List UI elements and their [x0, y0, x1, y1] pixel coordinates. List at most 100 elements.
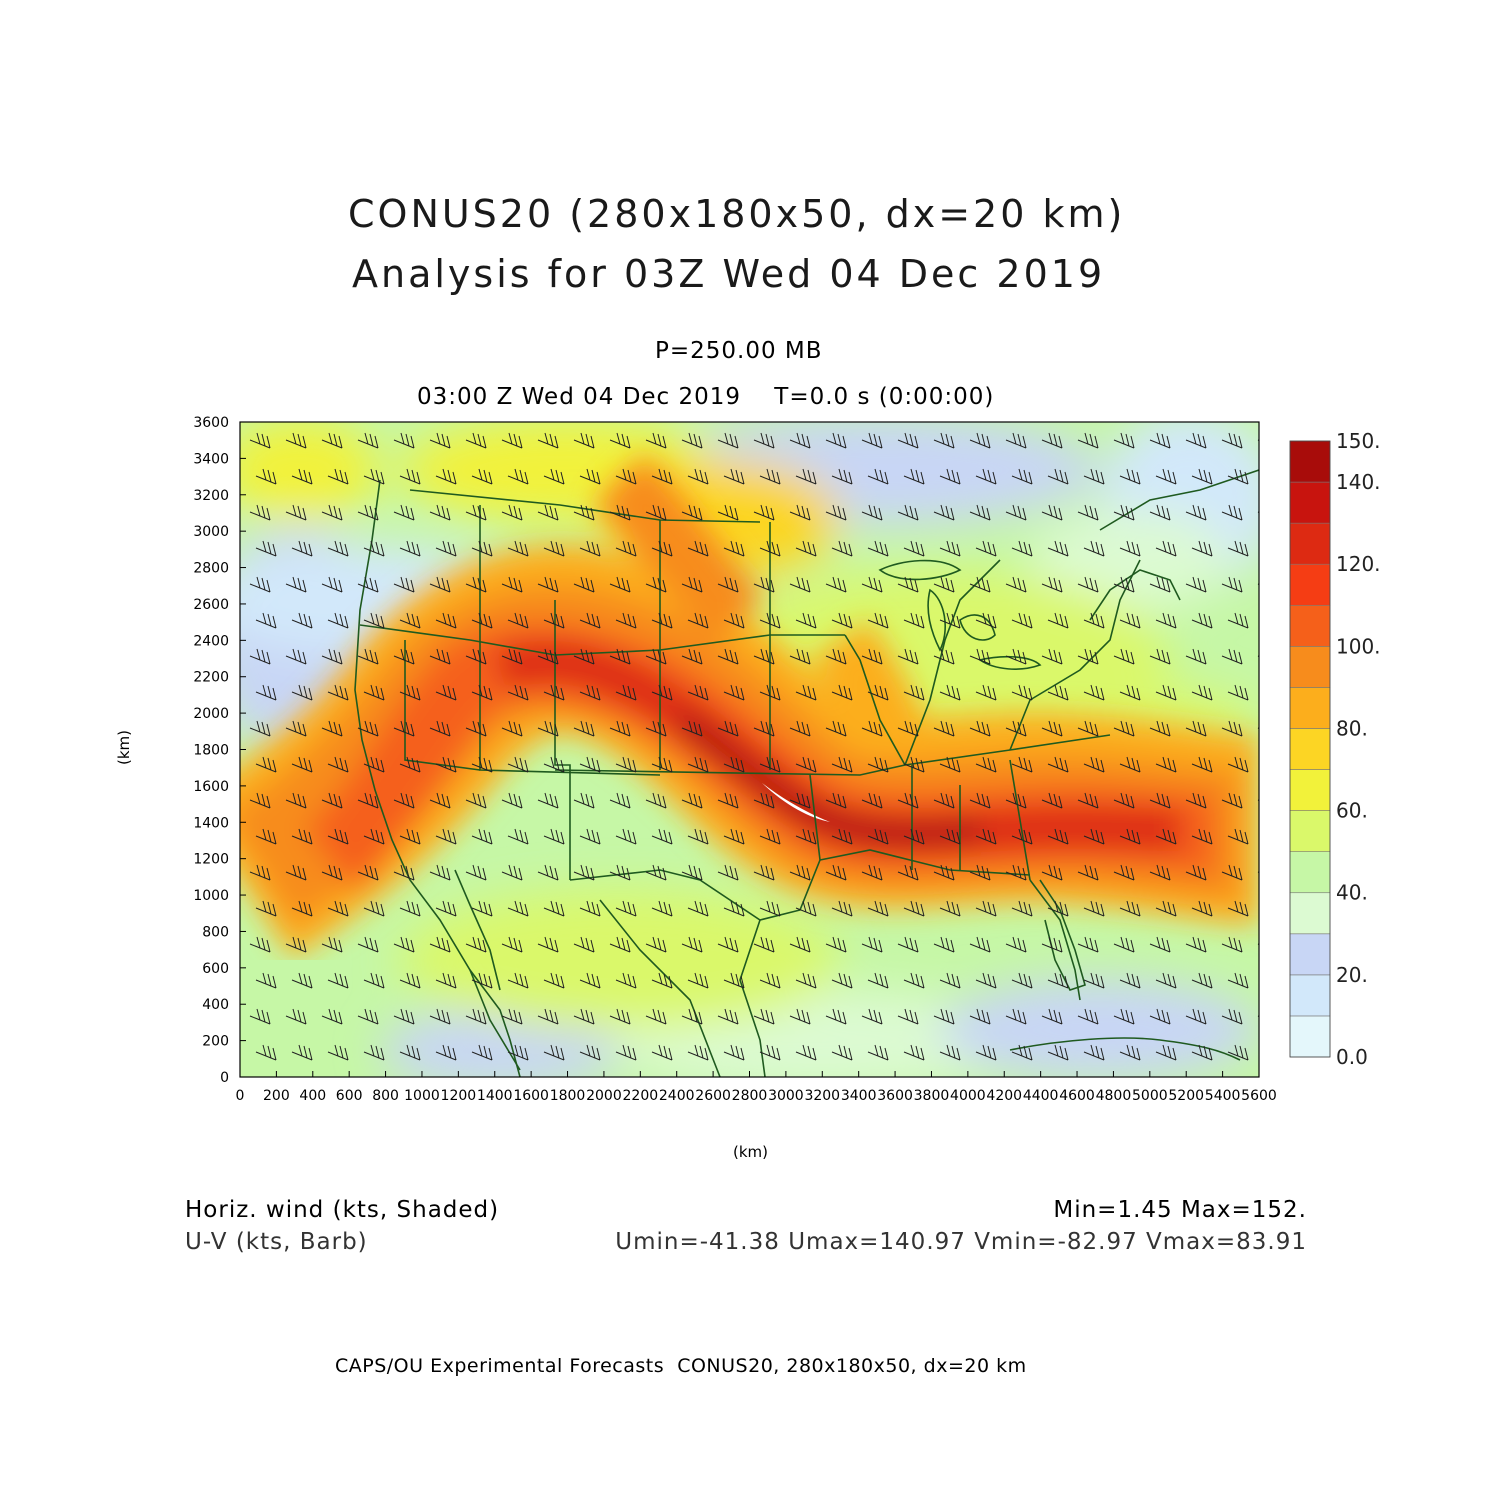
- wind-barb: [1185, 936, 1207, 953]
- wind-barb: [1083, 540, 1105, 557]
- wind-barb: [579, 1044, 601, 1061]
- wind-barb: [321, 792, 343, 809]
- wind-barb: [471, 972, 493, 989]
- wind-barb: [789, 720, 811, 737]
- wind-barb: [1191, 468, 1213, 485]
- wind-barb: [1149, 1008, 1171, 1025]
- wind-barb: [1264, 829, 1284, 844]
- wind-barb: [1083, 828, 1105, 845]
- wind-barb: [1077, 1008, 1099, 1025]
- wind-barb: [285, 792, 307, 809]
- wind-barb: [1191, 756, 1213, 773]
- wind-barb: [327, 612, 349, 629]
- x-tick-label: 1600: [513, 1088, 549, 1104]
- wind-barb: [1264, 613, 1284, 628]
- colorbar-swatch: [1289, 604, 1331, 647]
- wind-barb: [1077, 864, 1099, 881]
- colorbar-swatch: [1289, 440, 1331, 483]
- wind-barb: [681, 720, 703, 737]
- wind-barb: [903, 612, 925, 629]
- wind-barb: [1113, 576, 1135, 593]
- wind-barb: [681, 504, 703, 521]
- wind-barb: [753, 792, 775, 809]
- colorbar-label: 100.: [1336, 634, 1381, 658]
- y-tick-label: 200: [202, 1034, 229, 1050]
- wind-barb: [1221, 720, 1243, 737]
- wind-barb: [249, 504, 271, 521]
- wind-barb: [393, 936, 415, 953]
- y-tick-label: 2600: [193, 597, 229, 613]
- wind-barb: [681, 864, 703, 881]
- wind-barb: [1077, 720, 1099, 737]
- y-tick-label: 1000: [193, 888, 229, 904]
- wind-barb: [969, 792, 991, 809]
- wind-barb: [1005, 936, 1027, 953]
- wind-barb: [1191, 972, 1213, 989]
- wind-barb: [789, 792, 811, 809]
- x-tick-label: 2200: [623, 1088, 659, 1104]
- wind-barb: [651, 828, 673, 845]
- wind-barb: [471, 1044, 493, 1061]
- wind-barb: [681, 1008, 703, 1025]
- colorbar: 0.0 20. 40. 60. 80. 100. 120. 140. 150.: [1289, 429, 1381, 1069]
- wind-barb: [1155, 684, 1177, 701]
- wind-barb: [933, 648, 955, 665]
- colorbar-label: 150.: [1336, 429, 1381, 453]
- wind-barb: [651, 1044, 673, 1061]
- wind-barb: [789, 936, 811, 953]
- wind-barb: [429, 720, 451, 737]
- wind-barb: [795, 684, 817, 701]
- wind-barb: [543, 540, 565, 557]
- wind-barb: [939, 1044, 961, 1061]
- colorbar-swatch: [1289, 892, 1331, 935]
- wind-barb: [285, 864, 307, 881]
- wind-barb: [1077, 648, 1099, 665]
- wind-barb: [1119, 900, 1141, 917]
- wind-barb: [1041, 504, 1063, 521]
- wind-barb: [1047, 612, 1069, 629]
- wind-barb: [1191, 612, 1213, 629]
- wind-barb: [327, 972, 349, 989]
- wind-barb: [939, 468, 961, 485]
- wind-barb: [501, 720, 523, 737]
- wind-barb: [327, 756, 349, 773]
- wind-barb: [975, 972, 997, 989]
- wind-barb: [615, 900, 637, 917]
- wind-barb: [255, 468, 277, 485]
- wind-barb: [861, 720, 883, 737]
- wind-barb: [429, 864, 451, 881]
- wind-barb: [1221, 504, 1243, 521]
- wind-barb: [435, 684, 457, 701]
- wind-barb: [615, 612, 637, 629]
- wind-barb: [753, 432, 775, 449]
- wind-barb: [435, 612, 457, 629]
- wind-barb: [1257, 655, 1259, 657]
- wind-barb: [795, 1044, 817, 1061]
- wind-barb: [357, 648, 379, 665]
- wind-barb: [1227, 972, 1249, 989]
- wind-barb: [1041, 720, 1063, 737]
- wind-barb: [759, 540, 781, 557]
- wind-barb: [1119, 684, 1141, 701]
- wind-barb: [579, 900, 601, 917]
- wind-barb: [1119, 1044, 1141, 1061]
- wind-barb: [249, 1008, 271, 1025]
- wind-barb: [471, 756, 493, 773]
- wind-barb: [795, 612, 817, 629]
- wind-barb: [753, 720, 775, 737]
- wind-barb: [651, 756, 673, 773]
- wind-barb: [537, 936, 559, 953]
- wind-barb: [1047, 1044, 1069, 1061]
- wind-barb: [933, 1008, 955, 1025]
- wind-barb: [717, 720, 739, 737]
- wind-barb: [687, 756, 709, 773]
- wind-barb: [897, 792, 919, 809]
- wind-barb: [975, 684, 997, 701]
- wind-barb: [399, 900, 421, 917]
- wind-barb: [543, 468, 565, 485]
- y-tick-label: 3200: [193, 488, 229, 504]
- wind-barb: [1149, 576, 1171, 593]
- barb-description: U-V (kts, Barb): [185, 1229, 368, 1255]
- wind-barb: [501, 648, 523, 665]
